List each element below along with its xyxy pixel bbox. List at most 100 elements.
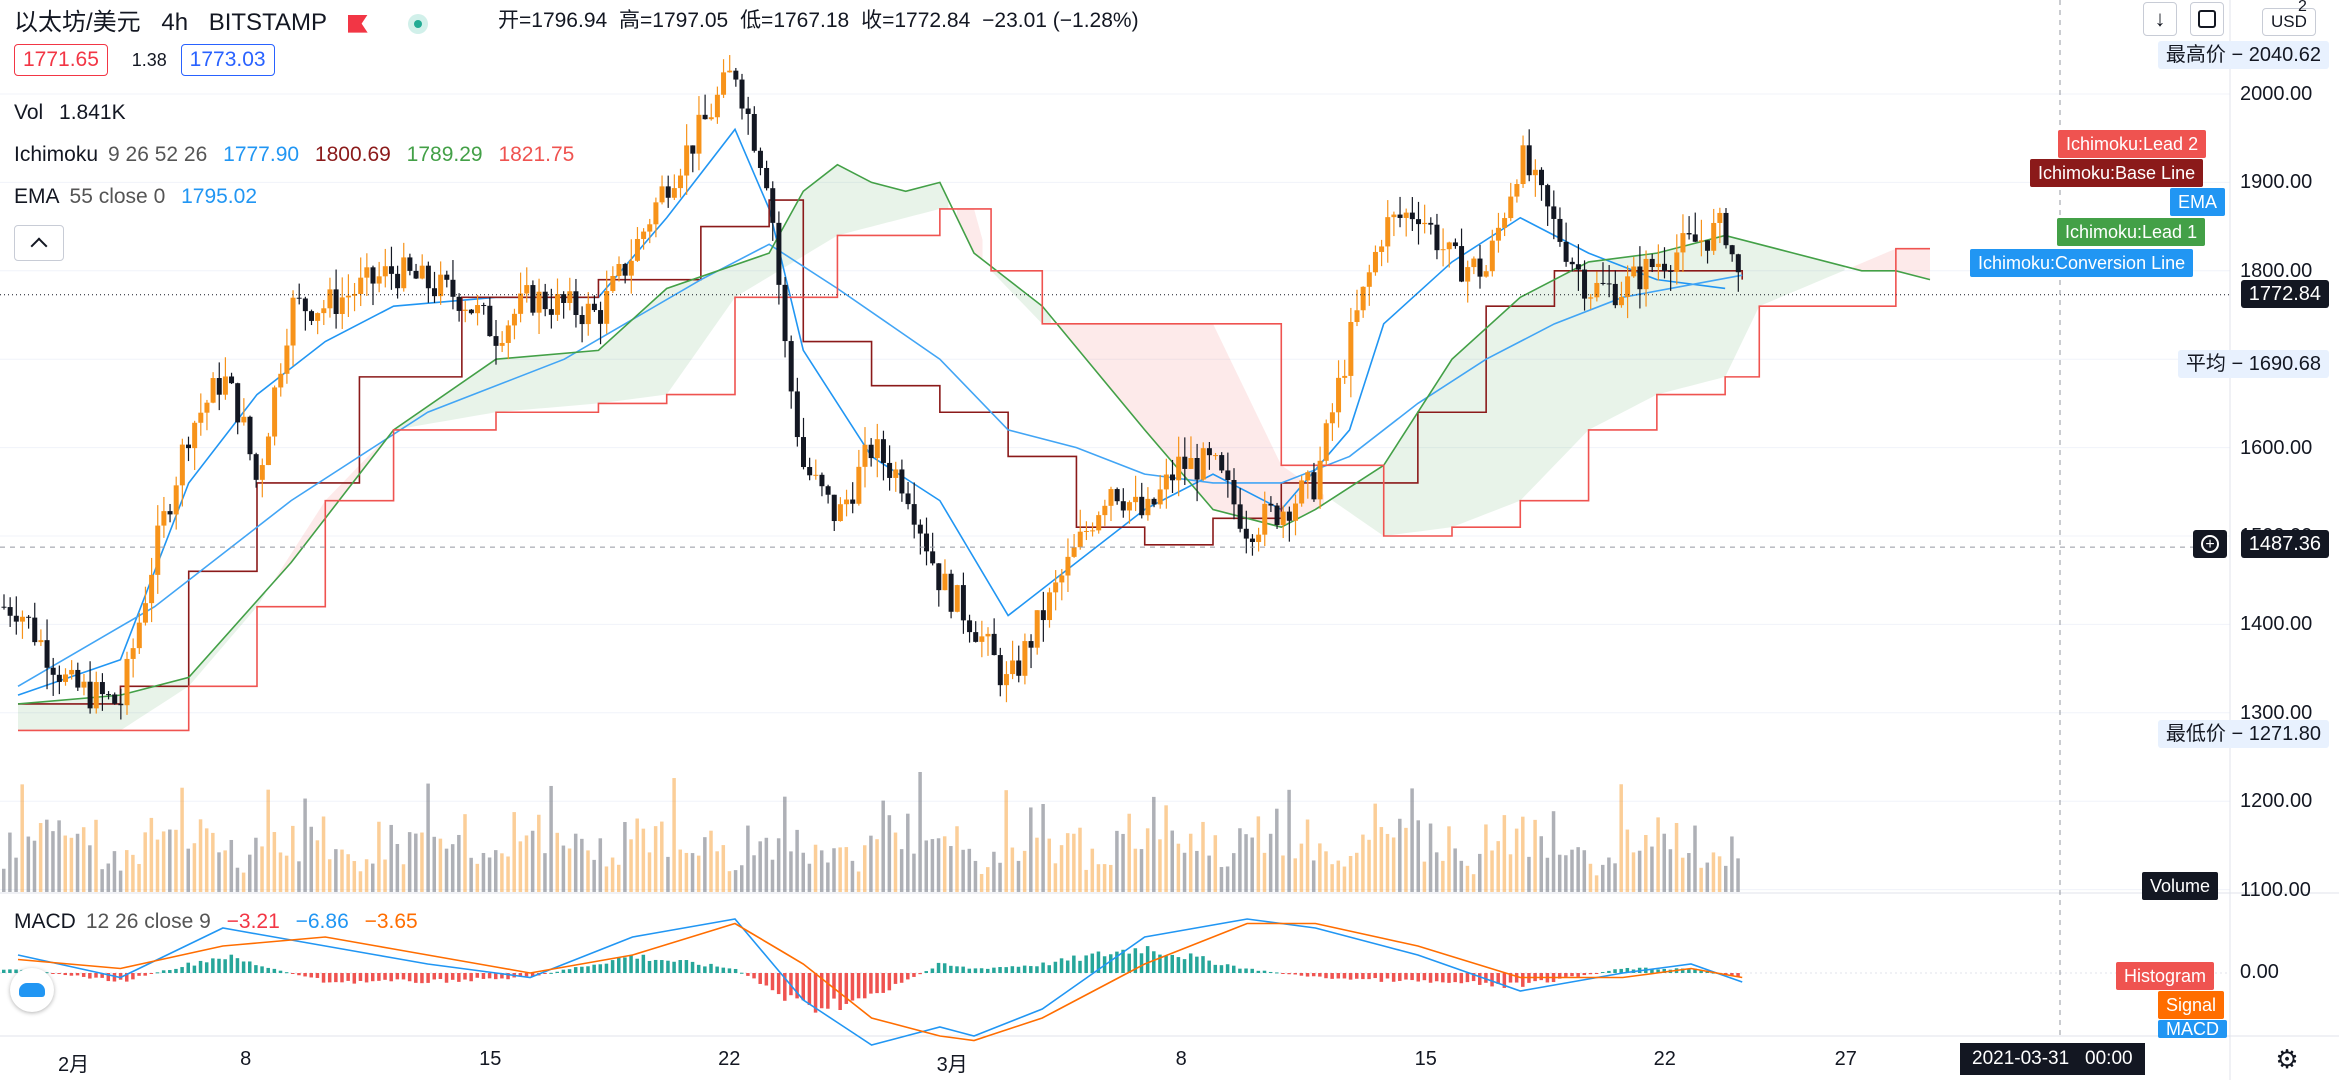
candle-body <box>444 274 450 280</box>
candle-body <box>671 188 677 198</box>
candle-body <box>1003 674 1009 686</box>
histogram-bar <box>863 973 867 999</box>
volume-bar <box>1219 867 1224 892</box>
candle-body <box>991 633 997 656</box>
volume-bar <box>1680 857 1685 892</box>
candle-body <box>973 632 979 642</box>
ema-legend[interactable]: EMA 55 close 0 1795.02 <box>14 185 267 209</box>
buy-button[interactable]: 1773.03 <box>180 44 275 76</box>
histogram-bar <box>1514 973 1519 983</box>
collapse-legend-button[interactable] <box>14 225 64 261</box>
settings-gear-icon[interactable]: ⚙ <box>2275 1044 2299 1074</box>
histogram-bar <box>1398 973 1402 981</box>
histogram-bar <box>1619 968 1623 973</box>
histogram-bar <box>1453 973 1457 983</box>
volume-bar <box>696 855 701 892</box>
ema-legend-value: 1795.02 <box>181 185 258 208</box>
volume-bar <box>942 836 947 892</box>
histogram-bar <box>500 973 504 979</box>
candle-body <box>985 633 991 637</box>
volume-bar <box>420 832 424 892</box>
volume-bar <box>1361 834 1365 892</box>
histogram-bar <box>1182 959 1187 973</box>
candle-body <box>1662 263 1667 271</box>
macd-legend[interactable]: MACD 12 26 close 9 −3.21 −6.86 −3.65 <box>14 910 428 934</box>
volume-bar <box>1145 828 1150 892</box>
candle-body <box>56 674 62 682</box>
volume-bar <box>783 796 787 892</box>
candle-body <box>1545 185 1551 207</box>
histogram-bar <box>1391 973 1396 982</box>
candle-body <box>1311 472 1317 500</box>
histogram-bar <box>660 960 664 973</box>
volume-bar <box>518 841 523 892</box>
candle-body <box>1188 458 1194 469</box>
histogram-bar <box>1053 961 1058 973</box>
histogram-bar <box>463 973 467 980</box>
candle-body <box>702 114 708 120</box>
currency-selector[interactable]: USD <box>2262 8 2316 36</box>
sell-button[interactable]: 1771.65 <box>14 44 108 76</box>
candle-body <box>782 284 788 342</box>
candle-body <box>468 309 474 314</box>
candle-body <box>1514 184 1520 197</box>
histogram-bar <box>494 973 498 980</box>
volume-bar <box>192 843 197 892</box>
histogram-bar <box>1152 951 1156 973</box>
volume-bar <box>1502 815 1507 892</box>
candlestick-series <box>1 55 1741 720</box>
histogram-bar <box>598 964 603 973</box>
candle-body <box>192 422 198 449</box>
candle-body <box>856 466 862 504</box>
scroll-down-button[interactable]: ↓ <box>2143 2 2177 36</box>
symbol-name[interactable]: 以太坊/美元 <box>14 9 141 36</box>
histogram-bar <box>1404 973 1408 980</box>
volume-legend[interactable]: Vol 1.841K <box>14 101 136 125</box>
volume-bar <box>8 832 12 892</box>
candle-body <box>315 313 321 321</box>
histogram-bar <box>45 972 49 974</box>
interval[interactable]: 4h <box>161 9 189 36</box>
time-axis-tick: 22 <box>718 1048 741 1070</box>
ichimoku-legend[interactable]: Ichimoku 9 26 52 26 1777.90 1800.69 1789.… <box>14 143 584 167</box>
candle-body <box>106 694 112 696</box>
histogram-bar <box>1250 968 1254 973</box>
volume-bar <box>537 814 541 892</box>
histogram-bar <box>604 963 609 973</box>
candle-body <box>1305 472 1311 481</box>
candle-body <box>942 573 948 591</box>
tradingview-logo[interactable] <box>10 968 54 1012</box>
volume-bar <box>1281 855 1285 892</box>
volume-bar <box>45 819 49 892</box>
crosshair-price-tag: 1487.36 <box>2240 530 2329 558</box>
candle-body <box>1219 455 1225 471</box>
volume-bar <box>438 838 443 892</box>
volume-bar <box>340 849 344 892</box>
volume-bar <box>1268 833 1273 892</box>
volume-bar <box>1447 826 1451 892</box>
time-axis-tick: 22 <box>1653 1048 1676 1070</box>
volume-bar <box>198 819 203 892</box>
fullscreen-button[interactable] <box>2190 2 2224 36</box>
symbol-header: 以太坊/美元 4h BITSTAMP <box>14 2 442 37</box>
volume-bar <box>51 831 55 892</box>
volume-bar <box>918 771 922 892</box>
candle-body <box>1102 505 1108 516</box>
histogram-bar <box>211 958 215 973</box>
candle-body <box>862 444 868 467</box>
volume-bar <box>647 852 652 892</box>
histogram-bar <box>1195 956 1199 973</box>
conversion-series-label: Ichimoku:Conversion Line <box>1970 249 2194 277</box>
candle-body <box>493 336 499 346</box>
candle-body <box>548 309 554 315</box>
crosshair-time: 00:00 <box>2085 1048 2133 1069</box>
histogram-bar <box>100 973 104 978</box>
volume-bar <box>1016 860 1021 892</box>
volume-bar <box>315 840 320 892</box>
candle-body <box>321 308 327 314</box>
macd-legend-params: 12 26 close 9 <box>85 910 211 933</box>
add-alert-button[interactable]: + <box>2193 530 2227 558</box>
volume-bar <box>506 856 510 892</box>
